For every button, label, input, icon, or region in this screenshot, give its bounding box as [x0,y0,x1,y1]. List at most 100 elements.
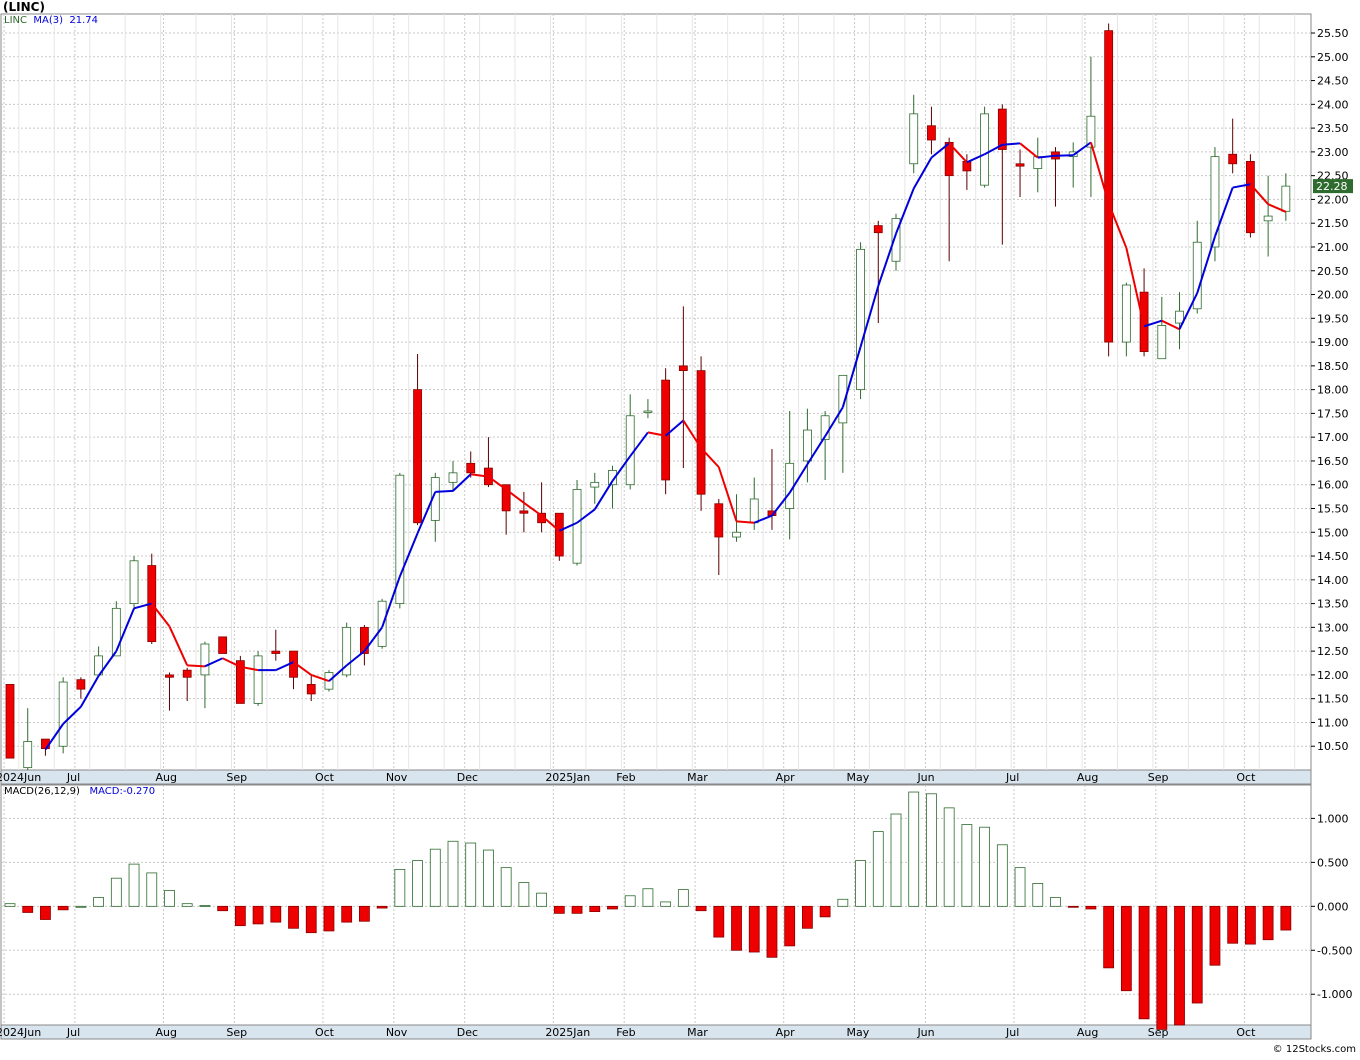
price-y-tick-label: 20.50 [1317,265,1349,278]
macd-bar [342,906,352,922]
macd-bar [678,890,688,907]
price-y-tick-label: 19.00 [1317,336,1349,349]
macd-bar [802,906,812,928]
macd-legend: MACD(26,12,9) MACD:-0.270 [4,786,155,797]
candle-body [219,637,227,654]
macd-x-tick-label: 2025Jan [545,1026,590,1039]
candle-body [679,366,687,371]
macd-y-tick-label: 1.000 [1317,812,1349,825]
price-x-tick-label: Aug [155,771,176,784]
macd-x-axis-band [1,1025,1311,1039]
candle-body [998,109,1006,149]
price-x-tick-label: Apr [776,771,796,784]
macd-bar [501,868,511,907]
candle-body [130,561,138,604]
macd-bar [607,906,617,909]
candle-body [927,126,935,140]
candle-body [963,161,971,171]
macd-bar [147,873,157,906]
macd-bar [129,864,139,906]
macd-bar [76,906,86,907]
macd-bar [820,906,830,917]
macd-bar [1033,883,1043,906]
macd-bar [1068,906,1078,907]
macd-bar [1139,906,1149,1019]
ma3-segment [435,491,453,492]
price-y-tick-label: 24.50 [1317,75,1349,88]
macd-x-tick-label: Oct [1236,1026,1256,1039]
price-y-tick-label: 14.00 [1317,574,1349,587]
candle-body [378,601,386,646]
site-credit: © 12Stocks.com [1273,1044,1356,1055]
macd-bar [58,906,68,910]
ma-label: MA(3) [33,15,63,26]
ma-value: 21.74 [69,15,98,26]
price-y-tick-label: 17.00 [1317,431,1349,444]
candle-body [644,411,652,413]
macd-bar [572,906,582,913]
price-y-tick-label: 22.00 [1317,193,1349,206]
macd-bar [732,906,742,950]
macd-bar [306,906,316,932]
macd-bar [253,906,263,924]
macd-bar [1157,906,1167,1029]
macd-x-tick-label: Feb [616,1026,635,1039]
candle-body [626,416,634,485]
price-y-tick-label: 11.50 [1317,693,1349,706]
macd-bar [696,906,706,910]
macd-bar [235,906,245,925]
macd-x-tick-label: May [847,1026,870,1039]
candle-body [786,463,794,508]
price-y-tick-label: 25.50 [1317,27,1349,40]
chart-title: (LINC) [3,0,45,14]
price-x-tick-label: Oct [1236,771,1256,784]
macd-bar [430,849,440,906]
macd-bar [944,808,954,906]
candle-body [24,741,32,767]
price-y-tick-label: 12.50 [1317,645,1349,658]
symbol-label: LINC [4,15,27,26]
macd-bar [111,878,121,906]
candle-body [6,684,14,758]
macd-bar [767,906,777,957]
macd-bar [289,906,299,928]
macd-bar [1175,906,1185,1025]
macd-x-tick-label: Nov [386,1026,408,1039]
candle-body [874,226,882,233]
price-x-tick-label: Jun [916,771,934,784]
macd-bar [1121,906,1131,990]
candle-body [59,682,67,746]
candle-body [1016,164,1024,166]
price-y-tick-label: 15.00 [1317,526,1349,539]
macd-bar [714,906,724,937]
last-price-tag-label: 22.28 [1316,180,1348,193]
macd-bar [200,905,210,906]
candle-body [520,511,528,513]
price-y-tick-label: 23.00 [1317,146,1349,159]
price-y-tick-label: 18.00 [1317,384,1349,397]
candle-body [981,114,989,185]
macd-bar [483,850,493,906]
macd-bar [1050,898,1060,907]
price-y-tick-label: 21.00 [1317,241,1349,254]
macd-x-tick-label: 2024Jun [0,1026,41,1039]
macd-bar [838,899,848,906]
macd-bar [1281,906,1291,930]
macd-bar [891,814,901,906]
macd-bar [873,832,883,907]
macd-bar [182,904,192,907]
macd-bar [926,794,936,907]
price-y-tick-label: 16.50 [1317,455,1349,468]
macd-bar [1192,906,1202,1003]
macd-bar [271,906,281,922]
candle-body [1122,285,1130,342]
price-x-tick-label: 2025Jan [545,771,590,784]
macd-bar [785,906,795,946]
macd-x-tick-label: Jun [916,1026,934,1039]
macd-x-tick-label: Jul [1005,1026,1019,1039]
price-x-tick-label: Aug [1077,771,1098,784]
price-y-tick-label: 24.00 [1317,98,1349,111]
macd-bar [413,861,423,907]
candle-body [697,371,705,495]
